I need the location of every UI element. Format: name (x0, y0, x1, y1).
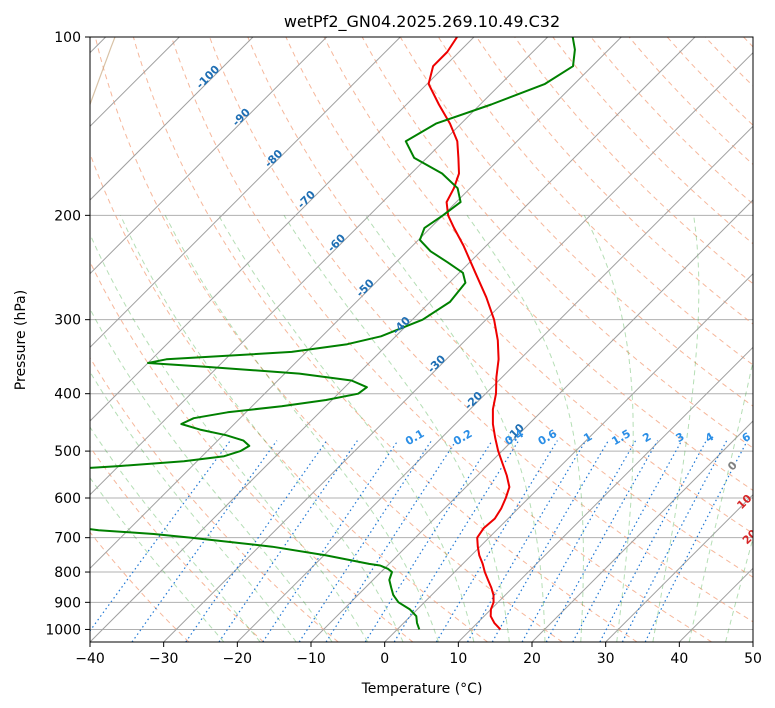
y-tick-label: 700 (54, 531, 81, 547)
moist-adiabat-line (90, 426, 261, 642)
dry-adiabat-line (209, 37, 753, 623)
moist-adiabat-line (364, 215, 546, 642)
isotherm-line (90, 37, 254, 201)
x-tick-label: 20 (523, 651, 541, 667)
x-tick-label: −40 (75, 651, 105, 667)
mixing-ratio-line (131, 440, 278, 642)
moist-adiabat-line (90, 370, 297, 642)
dry-adiabat-line (90, 260, 414, 642)
isotherm-line (384, 272, 753, 642)
x-tick-label: 10 (449, 651, 467, 667)
x-axis-label: Temperature (°C) (361, 681, 483, 697)
moist-adiabat-label: 30 (752, 559, 772, 579)
dry-adiabat-line (90, 531, 190, 642)
moist-adiabat-label: 10 (734, 492, 754, 512)
x-tick-label: 30 (597, 651, 615, 667)
sounding-profiles (90, 37, 576, 631)
x-tick-label: −20 (223, 651, 253, 667)
dewpoint-profile-line (90, 37, 576, 630)
dry-adiabat-line (399, 37, 753, 407)
isotherm-line (236, 125, 753, 642)
x-tick-label: −30 (149, 651, 179, 667)
y-tick-label: 600 (54, 491, 81, 507)
dry-adiabat-line (247, 37, 753, 578)
mixing-ratio-line (185, 440, 328, 642)
y-tick-label: 400 (54, 387, 81, 403)
y-axis-label: Pressure (hPa) (13, 290, 29, 390)
isotherm-line (90, 37, 549, 496)
chart-title: wetPf2_GN04.2025.269.10.49.C32 (284, 12, 560, 32)
mixing-ratio-line (572, 440, 683, 642)
dry-adiabat-line (437, 37, 753, 366)
isotherm-line (531, 420, 753, 642)
background-lines (90, 37, 753, 642)
dry-adiabat-line (323, 37, 753, 491)
y-tick-label: 100 (54, 30, 81, 46)
mixing-ratio-line (364, 440, 493, 642)
moist-adiabat-line (218, 215, 475, 642)
mixing-ratio-line (435, 440, 558, 642)
mixing-ratio-line (644, 440, 748, 642)
y-tick-label: 500 (54, 444, 81, 460)
moist-adiabat-line (90, 308, 333, 642)
moist-adiabat-line (90, 232, 369, 642)
moist-adiabat-line (725, 536, 753, 642)
moist-adiabat-line (652, 215, 700, 642)
moist-adiabat-line (688, 358, 753, 642)
isotherm-line (310, 199, 753, 642)
dry-adiabat-line (285, 37, 753, 535)
isotherm-line (90, 37, 401, 349)
isotherm-line (457, 346, 753, 642)
mixing-ratio-line (621, 440, 728, 642)
isotherm-line (163, 51, 753, 642)
moist-adiabat-line (120, 215, 404, 642)
x-tick-label: −10 (296, 651, 326, 667)
isotherm-line (90, 37, 696, 642)
moist-adiabat-line (90, 476, 225, 642)
plot-frame (89, 36, 754, 643)
x-tick-label: 50 (744, 651, 762, 667)
y-tick-label: 200 (54, 208, 81, 224)
mixing-ratio-line (599, 440, 707, 642)
x-axis: −40 −30 −20 −10 0 10 20 30 40 50 (75, 642, 762, 667)
y-tick-label: 800 (54, 565, 81, 581)
moist-adiabat-line (583, 215, 634, 642)
y-axis: 100 200 300 400 500 600 700 800 900 1000 (45, 30, 90, 638)
x-tick-label: 0 (380, 651, 389, 667)
y-tick-label: 1000 (45, 622, 81, 638)
isotherm-line (90, 37, 622, 570)
moist-adiabat-line (164, 215, 439, 642)
isotherm-line (90, 37, 475, 422)
isotherm-line (605, 493, 753, 642)
dry-adiabat-line (132, 37, 638, 642)
mixing-ratio-line (218, 440, 358, 642)
y-tick-label: 300 (54, 313, 81, 329)
x-tick-label: 40 (670, 651, 688, 667)
mixing-ratio-line (393, 440, 520, 642)
dry-adiabat-line (94, 37, 563, 642)
mixing-ratio-line (90, 440, 231, 632)
mixing-ratio-line (466, 440, 587, 642)
moist-adiabat-line (283, 215, 510, 642)
moist-adiabat-line (466, 215, 584, 642)
isotherm-line (90, 37, 328, 275)
temperature-profile-line (427, 37, 511, 631)
y-tick-label: 900 (54, 595, 81, 611)
